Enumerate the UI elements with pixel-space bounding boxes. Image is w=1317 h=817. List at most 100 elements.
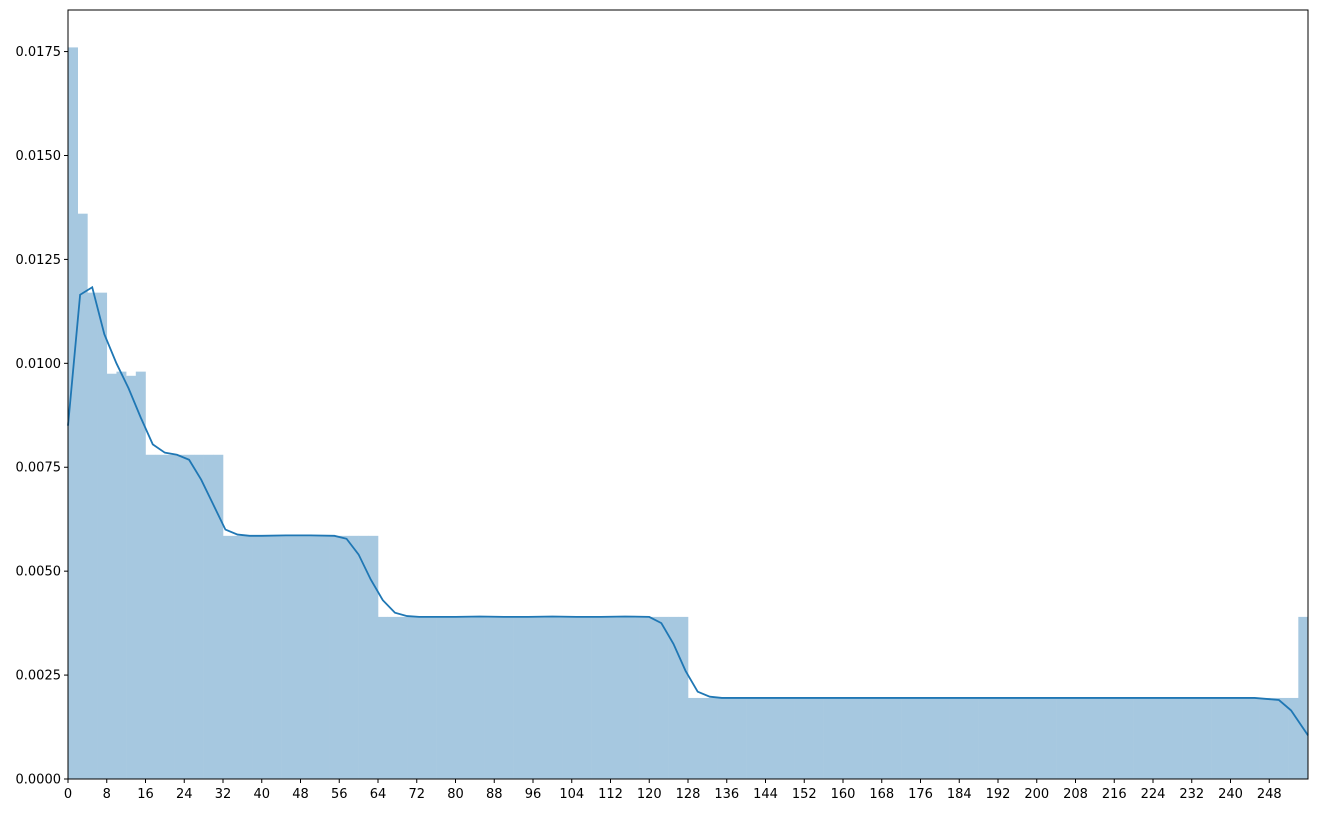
y-tick-label: 0.0150 xyxy=(16,149,62,164)
histogram-bar xyxy=(610,616,621,779)
histogram-bar xyxy=(242,535,253,779)
histogram-bar xyxy=(77,213,88,779)
y-axis: 0.0000 0.0025 0.0050 0.0075 0.0100 0.0125 0.01… xyxy=(16,45,68,788)
x-tick-label: 232 xyxy=(1179,787,1204,802)
x-tick-label: 248 xyxy=(1257,787,1282,802)
x-tick-label: 88 xyxy=(486,787,503,802)
histogram-bar xyxy=(843,697,853,779)
histogram-bar xyxy=(1240,697,1251,779)
histogram-bar xyxy=(1162,697,1173,779)
histogram-bar xyxy=(542,616,553,779)
histogram-bar xyxy=(901,697,912,779)
histogram-bar xyxy=(474,616,485,779)
histogram-bar xyxy=(784,697,795,779)
histogram-bar xyxy=(290,535,301,779)
histogram-bar xyxy=(688,697,698,779)
histogram-bar xyxy=(600,616,611,779)
histogram-bar xyxy=(513,616,524,779)
histogram-bar xyxy=(813,697,824,779)
histogram-bar xyxy=(852,697,863,779)
histogram-bar xyxy=(319,535,330,779)
histogram-bar xyxy=(164,454,175,779)
histogram-bar xyxy=(223,535,233,779)
histogram-bar xyxy=(1143,697,1154,779)
x-tick-label: 0 xyxy=(64,787,72,802)
x-axis: 0 8 16 24 32 40 48 56 64 72 80 88 96 104 112 120 128 136 1… xyxy=(64,779,1282,802)
histogram-bar xyxy=(387,616,398,779)
x-tick-label: 168 xyxy=(869,787,894,802)
histogram-bar xyxy=(416,616,427,779)
histogram-bar xyxy=(135,371,146,779)
histogram-bar xyxy=(998,697,1008,779)
histogram-bar xyxy=(862,697,873,779)
x-tick-label: 160 xyxy=(831,787,856,802)
histogram-bar xyxy=(97,292,108,779)
y-tick-label: 0.0125 xyxy=(16,253,62,268)
histogram-bar xyxy=(436,616,447,779)
histogram-bar xyxy=(193,454,204,779)
histogram-bar xyxy=(106,373,117,779)
x-tick-label: 224 xyxy=(1141,787,1166,802)
histogram-bar xyxy=(213,454,224,779)
histogram-bar xyxy=(503,616,514,779)
histogram-bar xyxy=(455,616,466,779)
histogram-bar xyxy=(1288,697,1299,779)
histogram-bar xyxy=(1182,697,1193,779)
plot-frame xyxy=(67,9,1309,780)
histogram-bar xyxy=(910,697,921,779)
histogram-bar xyxy=(1065,697,1076,779)
kde-line xyxy=(67,285,1309,736)
histogram-bar xyxy=(232,535,243,779)
histogram-bar xyxy=(794,697,805,779)
histogram-bar xyxy=(407,616,418,779)
x-tick-label: 200 xyxy=(1024,787,1049,802)
x-tick-label: 104 xyxy=(559,787,584,802)
histogram-bar xyxy=(649,616,660,779)
histogram-bar xyxy=(426,616,437,779)
x-tick-label: 184 xyxy=(947,787,972,802)
histogram-bar xyxy=(68,47,78,779)
histogram-bar xyxy=(1259,697,1270,779)
histogram-bar xyxy=(939,697,950,779)
histogram-bar xyxy=(368,535,379,779)
histogram-bar xyxy=(736,697,747,779)
histogram-bar xyxy=(484,616,495,779)
histogram-bar xyxy=(1269,697,1280,779)
histogram-bar xyxy=(1191,697,1202,779)
histogram-bar xyxy=(1153,697,1163,779)
histogram-bar xyxy=(1056,697,1067,779)
x-tick-label: 216 xyxy=(1102,787,1127,802)
histogram-bar xyxy=(339,535,350,779)
y-tick-label: 0.0000 xyxy=(16,773,62,788)
histogram-bar xyxy=(1094,697,1105,779)
histogram-bar xyxy=(717,697,728,779)
histogram-bar xyxy=(87,292,98,779)
histogram-bar xyxy=(445,616,456,779)
histogram-bar xyxy=(348,535,359,779)
histogram-bar xyxy=(1249,697,1260,779)
histogram-bar xyxy=(959,697,970,779)
histogram-bar xyxy=(988,697,999,779)
histogram-bar xyxy=(978,697,989,779)
histogram-bar xyxy=(891,697,902,779)
x-tick-label: 32 xyxy=(215,787,232,802)
histogram-bar xyxy=(533,616,543,779)
histogram-bar xyxy=(145,454,156,779)
histogram-bar xyxy=(1133,697,1144,779)
histogram-bar xyxy=(668,616,679,779)
histogram-bar xyxy=(1201,697,1212,779)
histogram-bar xyxy=(1017,697,1028,779)
histogram-bar xyxy=(678,616,689,779)
histogram-bar xyxy=(629,616,640,779)
histogram-bar xyxy=(1211,697,1222,779)
histogram-bar xyxy=(639,616,650,779)
histogram-bar xyxy=(300,535,311,779)
histogram-bar xyxy=(1075,697,1086,779)
histogram-bar xyxy=(823,697,834,779)
histogram-bar xyxy=(1114,697,1125,779)
x-tick-label: 56 xyxy=(331,787,348,802)
x-tick-label: 16 xyxy=(137,787,154,802)
histogram-bar xyxy=(397,616,408,779)
histogram-bar xyxy=(658,616,669,779)
